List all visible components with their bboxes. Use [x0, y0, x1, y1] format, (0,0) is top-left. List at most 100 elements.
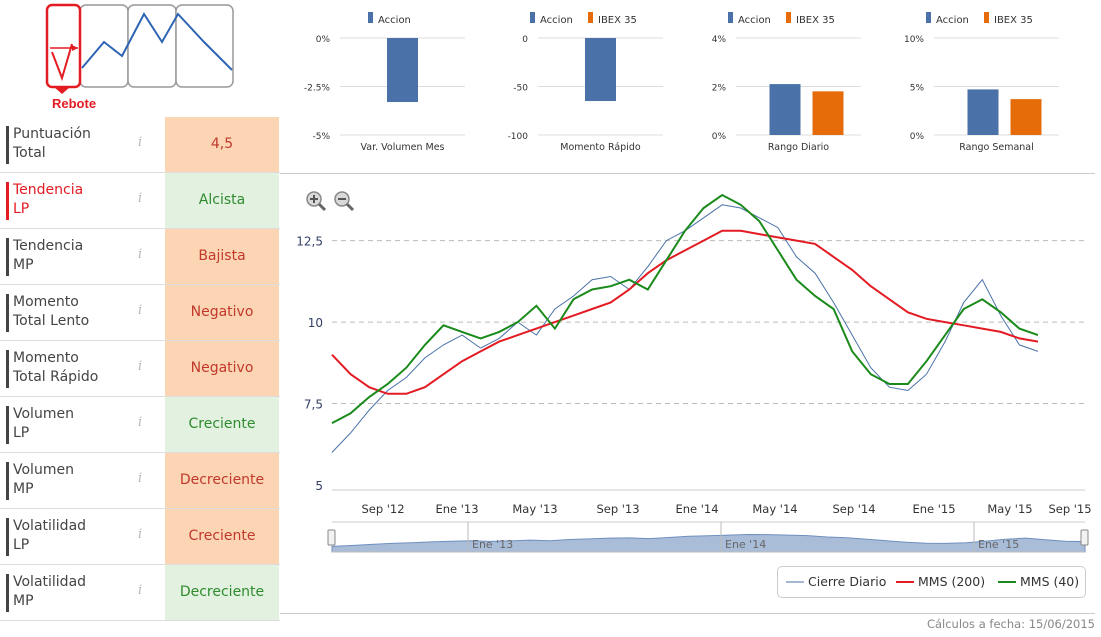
y-tick-label: -2.5% [304, 84, 331, 94]
mini-chart-1: Accion IBEX 35 0 -50 -100 Momento Rápido [508, 12, 663, 153]
row-marker [6, 294, 9, 332]
price-chart[interactable]: 12,5 10 7,5 5 Sep '12 Ene '13 May '13 Sep '13 En… [280, 180, 1095, 565]
bar [387, 38, 418, 103]
legend-swatch [530, 12, 535, 23]
x-tick-label: Ene '13 [435, 502, 478, 516]
mini-chart-2: Accion IBEX 35 4% 2% 0% Rango Diario [712, 12, 861, 153]
indicator-row: Tendencia LP i Alcista [0, 173, 280, 229]
y-tick-label: 7,5 [304, 398, 323, 412]
navigator-handle-right [1080, 529, 1089, 546]
info-icon[interactable]: i [138, 527, 143, 542]
indicator-row: Momento Total Lento i Negativo [0, 285, 280, 341]
series-line-0 [331, 204, 1039, 453]
navigator: Ene '13 Ene '14 Ene '15 [327, 521, 1089, 553]
y-tick-label: 5 [315, 479, 323, 493]
indicator-label: Volumen LP [13, 406, 74, 441]
legend-item: Accion [926, 12, 969, 26]
legend-item: Accion [530, 12, 573, 26]
legend-item: Cierre Diario [786, 574, 886, 589]
legend-item: MMS (40) [998, 574, 1079, 589]
y-tick-label: 2% [712, 84, 727, 94]
legend-swatch [926, 12, 931, 23]
legend-label: MMS (40) [1020, 574, 1079, 589]
y-tick-label: 10% [904, 35, 924, 45]
indicator-label: Volatilidad LP [13, 518, 87, 553]
row-marker [6, 350, 9, 388]
legend-item: IBEX 35 [984, 12, 1033, 26]
indicator-row: Momento Total Rápido i Negativo [0, 341, 280, 397]
y-tick-label: 0% [712, 132, 727, 142]
indicator-value: Creciente [165, 509, 279, 564]
y-tick-label: 12,5 [296, 235, 323, 249]
x-tick-label: May '15 [987, 502, 1032, 516]
legend-label: Accion [738, 15, 771, 26]
indicator-table: Puntuación Total i 4,5 Tendencia LP i Alcista Te… [0, 117, 280, 621]
legend-label: IBEX 35 [994, 15, 1033, 26]
legend-swatch [984, 12, 989, 23]
legend-item: MMS (200) [896, 574, 985, 589]
zoom-in-icon[interactable] [305, 190, 327, 212]
info-icon[interactable]: i [138, 247, 143, 262]
y-tick-label: 0% [316, 35, 331, 45]
legend-swatch [588, 12, 593, 23]
indicator-value: Decreciente [165, 453, 279, 508]
series-line-2 [331, 193, 1039, 424]
legend-swatch [786, 12, 791, 23]
chart-title: Rango Diario [768, 142, 829, 153]
info-icon[interactable]: i [138, 415, 143, 430]
bar [812, 91, 844, 135]
info-icon[interactable]: i [138, 471, 143, 486]
rebote-label: Rebote [52, 96, 97, 111]
info-icon[interactable]: i [138, 191, 143, 206]
zoom-out-icon[interactable] [333, 190, 355, 212]
mini-chart-0: Accion 0% -2.5% -5% Var. Volumen Mes [304, 12, 465, 153]
legend-label: MMS (200) [918, 574, 985, 589]
y-tick-label: 0 [522, 35, 528, 45]
legend-label: IBEX 35 [598, 15, 637, 26]
chart-title: Var. Volumen Mes [360, 142, 444, 153]
legend-item: IBEX 35 [588, 12, 637, 26]
indicator-value: Negativo [165, 285, 279, 340]
indicator-label: Puntuación Total [13, 126, 91, 161]
indicator-value: 4,5 [165, 117, 279, 172]
chart-legend: Cierre Diario MMS (200) MMS (40) [777, 566, 1086, 598]
y-tick-label: -50 [513, 84, 528, 94]
info-icon[interactable]: i [138, 359, 143, 374]
info-icon[interactable]: i [138, 135, 143, 150]
row-marker [6, 518, 9, 556]
y-tick-label: -100 [508, 132, 529, 142]
indicator-value: Negativo [165, 341, 279, 396]
legend-swatch [728, 12, 733, 23]
indicator-value: Alcista [165, 173, 279, 228]
bar [585, 38, 616, 102]
info-icon[interactable]: i [138, 583, 143, 598]
row-marker [6, 126, 9, 164]
y-tick-label: 4% [712, 35, 727, 45]
row-marker [6, 406, 9, 444]
x-tick-label: Ene '15 [912, 502, 955, 516]
indicator-label: Tendencia MP [13, 238, 84, 273]
navigator-label: Ene '13 [472, 538, 513, 551]
navigator-label: Ene '14 [725, 538, 766, 551]
legend-label: Accion [378, 15, 411, 26]
legend-label: Accion [540, 15, 573, 26]
legend-item: Accion [728, 12, 771, 26]
x-tick-label: May '14 [752, 502, 797, 516]
row-marker [6, 238, 9, 276]
indicator-row: Tendencia MP i Bajista [0, 229, 280, 285]
indicator-value: Creciente [165, 397, 279, 452]
y-tick-label: 10 [308, 316, 323, 330]
info-icon[interactable]: i [138, 303, 143, 318]
legend-label: Cierre Diario [808, 574, 886, 589]
indicator-label: Volumen MP [13, 462, 74, 497]
x-tick-label: Ene '14 [675, 502, 718, 516]
row-marker [6, 182, 9, 220]
row-marker [6, 574, 9, 612]
y-tick-label: 0% [910, 132, 925, 142]
legend-item: IBEX 35 [786, 12, 835, 26]
mini-chart-3: Accion IBEX 35 10% 5% 0% Rango Semanal [904, 12, 1059, 153]
x-tick-label: Sep '15 [1048, 502, 1091, 516]
indicator-row: Volatilidad MP i Decreciente [0, 565, 280, 621]
navigator-handle-left [327, 529, 336, 546]
x-tick-label: May '13 [512, 502, 557, 516]
